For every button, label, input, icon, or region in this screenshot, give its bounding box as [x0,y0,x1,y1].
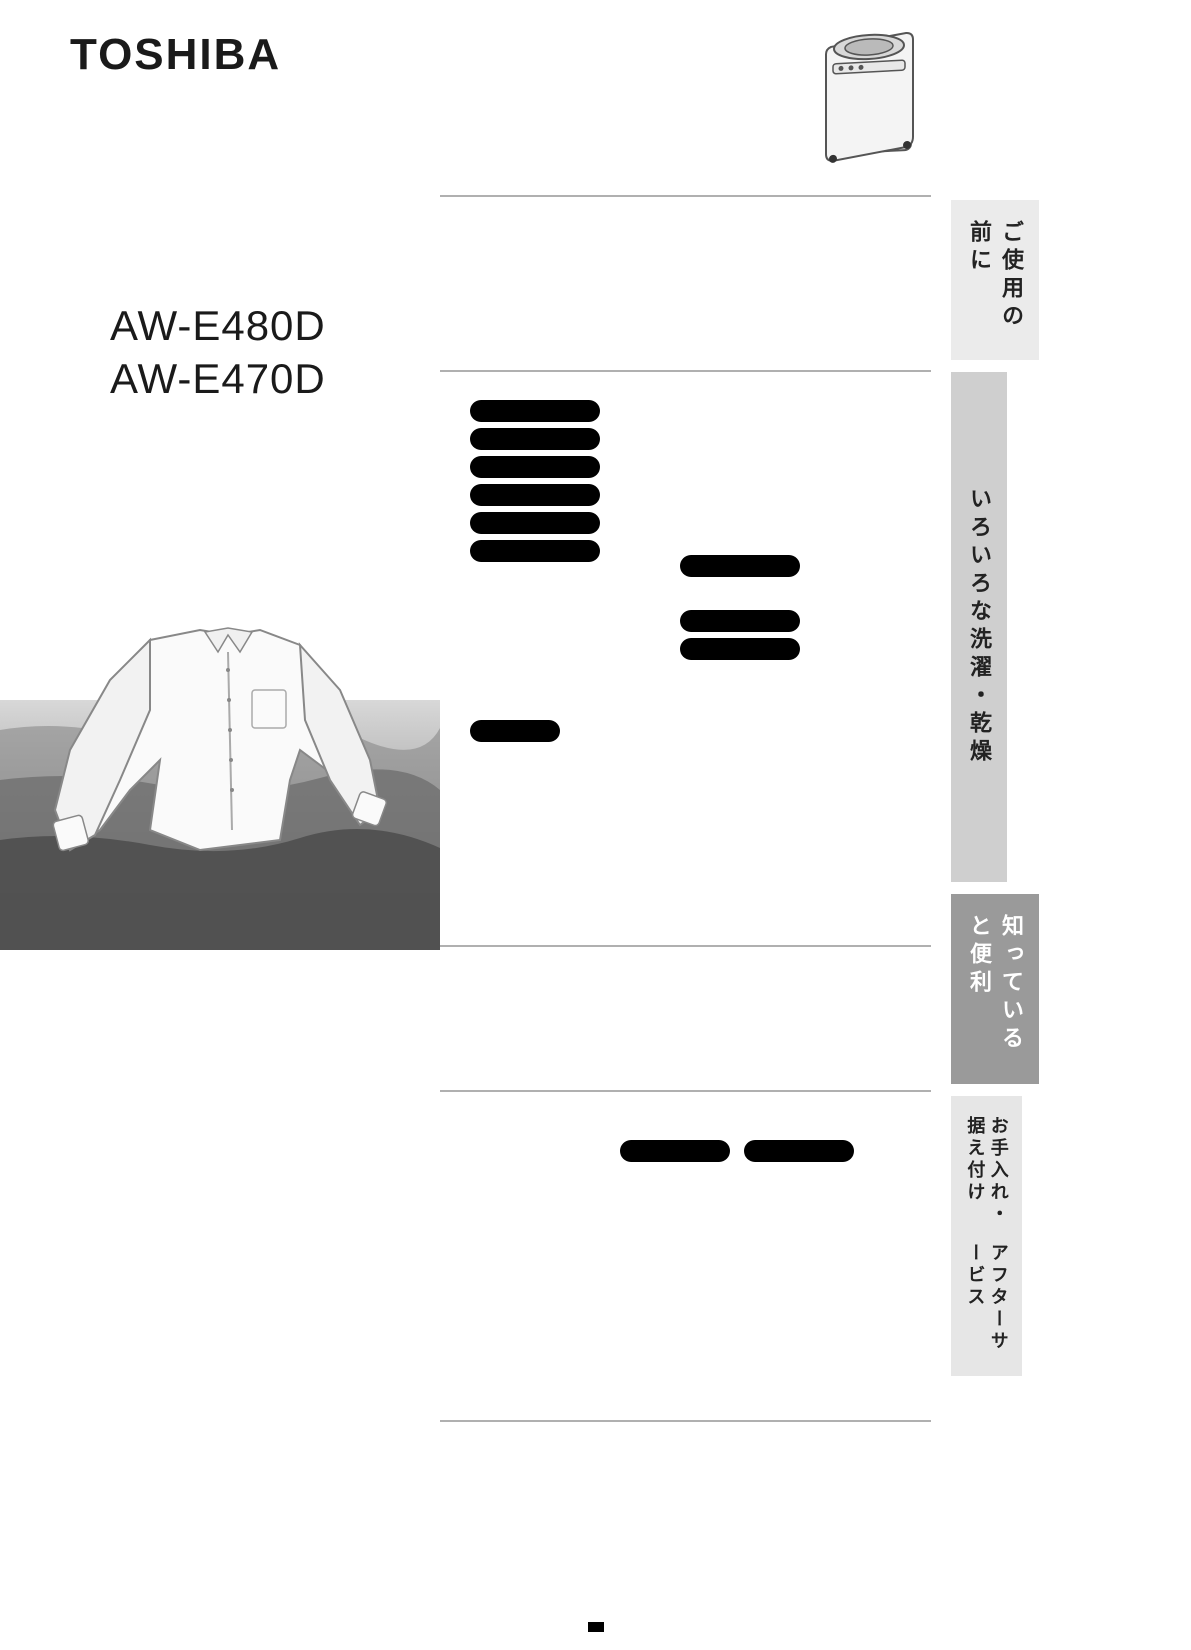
page-mark [588,1622,604,1632]
model-numbers: AW-E480D AW-E470D [110,300,326,405]
divider [440,1420,931,1422]
tab4-col-1: お手入れ・据え付け [963,1116,1010,1243]
product-illustration [811,20,931,170]
side-tab-index: ご使用の前に いろいろな洗濯・乾燥 知っていると便利 お手入れ・据え付け アフタ… [951,200,1001,1376]
toc-entry [680,638,800,660]
toc-entry [680,555,800,577]
tab-maintenance-service[interactable]: お手入れ・据え付け アフターサービス [951,1096,1022,1376]
divider [440,1090,931,1092]
toc-block-2 [680,555,800,583]
toc-block-1 [470,400,600,568]
model-line-1: AW-E480D [110,300,326,353]
toc-entry [470,512,600,534]
toc-entry [470,428,600,450]
toc-block-3 [680,610,800,666]
toc-entry [470,484,600,506]
toc-entry [680,610,800,632]
divider [440,370,931,372]
toc-block-5 [620,1140,854,1173]
brand-logo: TOSHIBA [70,30,281,80]
tab-washing-drying[interactable]: いろいろな洗濯・乾燥 [951,372,1007,882]
hero-illustration [0,580,440,950]
toc-block-4 [470,720,560,748]
divider [440,195,931,197]
tab4-col-2: アフターサービス [963,1243,1010,1356]
toc-entry [470,720,560,742]
divider [440,945,931,947]
toc-entry [470,400,600,422]
washer-icon [811,20,931,170]
toc-entry [470,540,600,562]
toc-entry [620,1140,730,1162]
tab-useful-tips[interactable]: 知っていると便利 [951,894,1039,1084]
toc-entry [470,456,600,478]
model-line-2: AW-E470D [110,353,326,406]
toc-entry [744,1140,854,1162]
tab-before-use[interactable]: ご使用の前に [951,200,1039,360]
